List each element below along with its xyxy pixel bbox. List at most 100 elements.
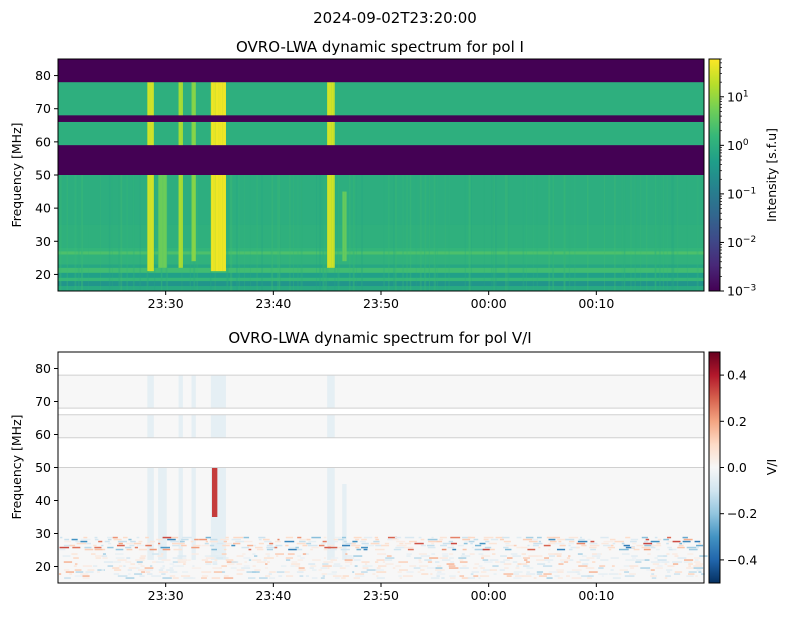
panel2-noise [278,575,283,577]
panel2-noise [307,544,318,547]
panel2-noise [275,555,279,557]
panel2-noise [225,536,229,539]
panel2-noise [179,540,185,543]
panel2-noise [201,571,212,573]
panel2-noise [667,565,675,567]
panel2-noise [687,553,694,555]
panel2-noise [244,540,253,543]
panel2-noise [644,540,649,543]
panel2-noise [577,540,588,543]
panel2-noise [342,575,349,577]
panel2-noise [581,555,587,557]
panel2-noise [220,538,229,541]
panel2-noise [629,540,637,543]
panel2-noise [601,542,609,545]
panel2-noise [694,540,701,543]
panel2-noise [654,557,659,559]
panel2-noise [312,559,321,561]
panel2-noise [435,561,440,563]
panel2-colorbar: 0.4 0.2 0.0 −0.2 −0.4 [708,351,757,584]
panel2-noise [394,536,402,539]
panel2-noise [290,565,295,567]
panel2-noise [631,546,636,549]
panel2-noise [82,575,90,577]
panel2-noise [74,569,82,571]
panel2-noise [587,538,591,541]
panel2-noise [521,546,528,549]
panel2-ytick-label: 80 [35,361,51,376]
panel1-texture [395,175,397,291]
panel2-noise [210,538,218,541]
panel2-noise [157,544,163,547]
panel2-noise [512,555,521,557]
panel2-noise [295,546,299,549]
panel2-noise [503,540,511,543]
panel1-texture [551,175,554,291]
panel2-title: OVRO-LWA dynamic spectrum for pol V/I [228,329,531,347]
panel2-noise [80,573,89,575]
panel1-texture [493,175,495,291]
panel2-noise [673,573,681,575]
panel2-noise [311,546,319,549]
panel2-noise [506,575,512,577]
panel2-noise [560,561,564,563]
panel1-texture [525,175,527,291]
panel2-noise [534,555,543,557]
panel2-noise [625,559,635,561]
panel2-noise [277,538,280,541]
panel2-noise [263,557,274,559]
panel1-texture [383,175,385,291]
panel2-noise [694,559,699,561]
panel2-noise [285,544,289,547]
panel2-noise [568,544,571,547]
panel2-noise [169,567,174,569]
panel1-spectral-band [58,286,704,291]
panel2-noise [137,569,147,571]
panel2-noise [558,563,564,565]
panel2-noise [478,553,484,555]
panel2-noise [327,567,330,569]
panel1-texture [671,175,674,291]
panel2-noise [566,557,571,559]
panel1-ytick-label: 20 [35,267,51,282]
panel2-noise [558,540,562,543]
panel2-noise [269,571,276,573]
panel2-noise [327,546,338,549]
panel2-noise [266,544,273,547]
panel2-noise [589,546,597,549]
panel2-noise [610,544,614,547]
panel1-colorbar-tick-label: 10−2 [727,235,756,250]
panel2-noise [607,546,615,549]
panel1-texture [270,175,273,291]
panel1-texture [66,175,68,291]
panel2-plot-area [58,351,708,583]
panel2-noise [694,561,701,563]
panel2-noise [625,546,635,549]
panel2-noise [171,536,179,539]
panel2-noise [525,536,534,539]
panel2-noise [172,577,179,579]
panel2-noise [513,577,522,579]
panel2-noise [258,542,264,545]
panel2-noise [641,536,648,539]
panel2-noise [204,555,210,557]
panel2-noise [485,540,490,543]
panel2-noise [125,546,132,549]
panel2-noise [69,573,73,575]
panel2-noise [342,544,351,547]
panel2-noise [172,544,180,547]
panel2-noise [527,548,536,551]
panel1-texture [361,175,363,291]
panel2-noise [581,575,590,577]
panel2-noise [363,536,373,539]
panel1-burst-streak [212,82,214,272]
panel2-noise [285,559,291,561]
panel2-noise [446,563,455,565]
panel2-noise [94,548,103,551]
panel2-noise [236,563,243,565]
panel1-texture [634,175,636,291]
panel1-texture [133,175,135,291]
panel2-noise [532,538,538,541]
panel2-noise [522,538,533,541]
panel2-noise [436,575,440,577]
